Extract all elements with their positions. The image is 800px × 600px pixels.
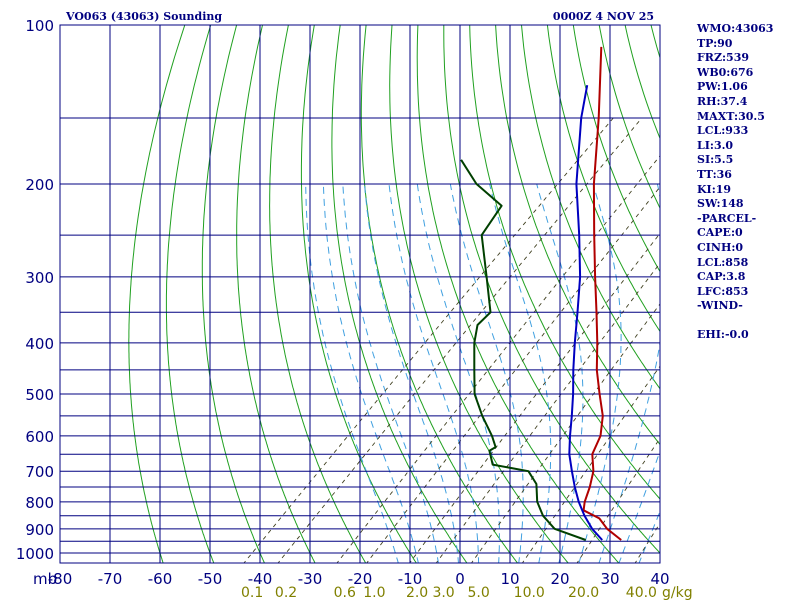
- x-tick-label: 20: [550, 570, 569, 588]
- y-tick-label: 700: [25, 463, 54, 481]
- mixing-ratio-label: 10.0: [514, 585, 545, 600]
- dry-adiabat: [416, 25, 620, 563]
- sounding-profile: [582, 46, 622, 541]
- x-tick-label: -30: [298, 570, 323, 588]
- dry-adiabat: [269, 25, 367, 563]
- x-tick-label: -20: [348, 570, 373, 588]
- mixing-ratio-ticks: 0.1 0.2 0.6 1.0 2.0 3.0 5.0 10.0 20.0 40.0 g/kg: [241, 585, 693, 600]
- sounding-index: CAPE:0: [697, 226, 743, 240]
- x-tick-label: 10: [500, 570, 519, 588]
- y-tick-label: 900: [25, 521, 54, 539]
- x-tick-label: 40: [650, 570, 669, 588]
- dry-adiabat: [546, 25, 660, 333]
- isotherms: [60, 25, 660, 563]
- mixing-ratio-label: 0.6: [334, 585, 356, 600]
- mixing-ratio-unit: g/kg: [662, 585, 693, 600]
- sounding-index: EHI:-0.0: [697, 328, 749, 342]
- x-tick-label: 0: [455, 570, 465, 588]
- dry-adiabat: [165, 25, 215, 563]
- sounding-index: -PARCEL-: [697, 211, 757, 225]
- sounding-index: KI:19: [697, 182, 732, 196]
- sounding-index: -WIND-: [697, 299, 743, 313]
- x-axis-ticks: -80 -70 -60 -50 -40 -30 -20 -10 0 10 20 30 40: [48, 570, 670, 588]
- sounding-profile: [568, 85, 603, 541]
- plot-frame: [59, 24, 661, 564]
- moist-adiabat: [305, 183, 399, 563]
- sounding-index: SW:148: [697, 197, 744, 211]
- y-tick-label: 600: [25, 428, 54, 446]
- isobars: [60, 25, 660, 554]
- dry-adiabat: [128, 25, 186, 563]
- sounding-index: MAXT:30.5: [697, 109, 765, 123]
- x-tick-label: -60: [148, 570, 173, 588]
- sounding-index: PW:1.06: [697, 80, 748, 94]
- y-tick-label: 200: [25, 176, 54, 194]
- y-tick-label: 300: [25, 269, 54, 287]
- sounding-index: TT:36: [697, 167, 732, 181]
- x-tick-label: -50: [198, 570, 223, 588]
- sounding-index: LI:3.0: [697, 138, 734, 152]
- x-tick-label: -10: [398, 570, 423, 588]
- observation-time: 0000Z 4 NOV 25: [553, 10, 654, 23]
- y-tick-label: 400: [25, 335, 54, 353]
- sounding-index: SI:5.5: [697, 153, 734, 167]
- sounding-index: CAP:3.8: [697, 270, 746, 284]
- x-tick-label: -80: [48, 570, 73, 588]
- moist-adiabat: [536, 183, 584, 563]
- dry-adiabat: [300, 25, 417, 563]
- mixing-ratio-label: 2.0: [406, 585, 428, 600]
- sounding-series: [460, 46, 622, 541]
- sounding-index: LFC:853: [697, 284, 749, 298]
- moist-adiabat: [322, 183, 419, 563]
- dry-adiabat: [572, 25, 660, 273]
- y-tick-label: 800: [25, 494, 54, 512]
- dry-adiabat: [236, 25, 316, 563]
- sounding-index: RH:37.4: [697, 94, 748, 108]
- y-tick-label: 100: [25, 17, 54, 35]
- moist-adiabat: [598, 183, 660, 563]
- moist-adiabat: [416, 183, 500, 563]
- sounding-index: CINH:0: [697, 240, 744, 254]
- sounding-index: LCL:858: [697, 255, 749, 269]
- y-tick-label: 1000: [16, 545, 54, 563]
- sounding-profile: [460, 159, 587, 541]
- mixing-ratio-label: 5.0: [467, 585, 489, 600]
- dry-adiabat: [201, 25, 266, 563]
- mixing-ratio-label: 3.0: [432, 585, 454, 600]
- sounding-index: WMO:43063: [697, 22, 774, 35]
- dry-adiabat: [520, 25, 660, 390]
- y-axis-ticks: 100 200 300 400 500 600 700 800 900 1000: [16, 17, 54, 563]
- sounding-index: [697, 314, 797, 329]
- sounding-index: FRZ:539: [697, 51, 750, 65]
- y-tick-label: 500: [25, 386, 54, 404]
- sounding-indices: WMO:43063 TP:90 FRZ:539 WB0:676 PW:1.06 RH:37…: [697, 22, 797, 343]
- x-tick-label: -70: [98, 570, 123, 588]
- dry-adiabat: [360, 25, 519, 563]
- dry-adiabat: [389, 25, 569, 563]
- chart-title: VO063 (43063) Sounding: [65, 10, 222, 23]
- moist-adiabat: [578, 183, 622, 563]
- mixing-ratio-label: 40.0: [626, 585, 657, 600]
- x-axis-label: mb: [33, 570, 57, 588]
- mixing-ratio-label: 0.1: [241, 585, 263, 600]
- sounding-index: WB0:676: [697, 65, 754, 79]
- sounding-index: TP:90: [697, 36, 733, 50]
- mixing-ratio-label: 1.0: [363, 585, 385, 600]
- x-tick-label: -40: [248, 570, 273, 588]
- sounding-index: LCL:933: [697, 124, 749, 138]
- mixing-ratio-label: 0.2: [275, 585, 297, 600]
- x-tick-label: 30: [600, 570, 619, 588]
- moist-adiabat: [364, 183, 459, 563]
- mixing-ratio-label: 20.0: [568, 585, 599, 600]
